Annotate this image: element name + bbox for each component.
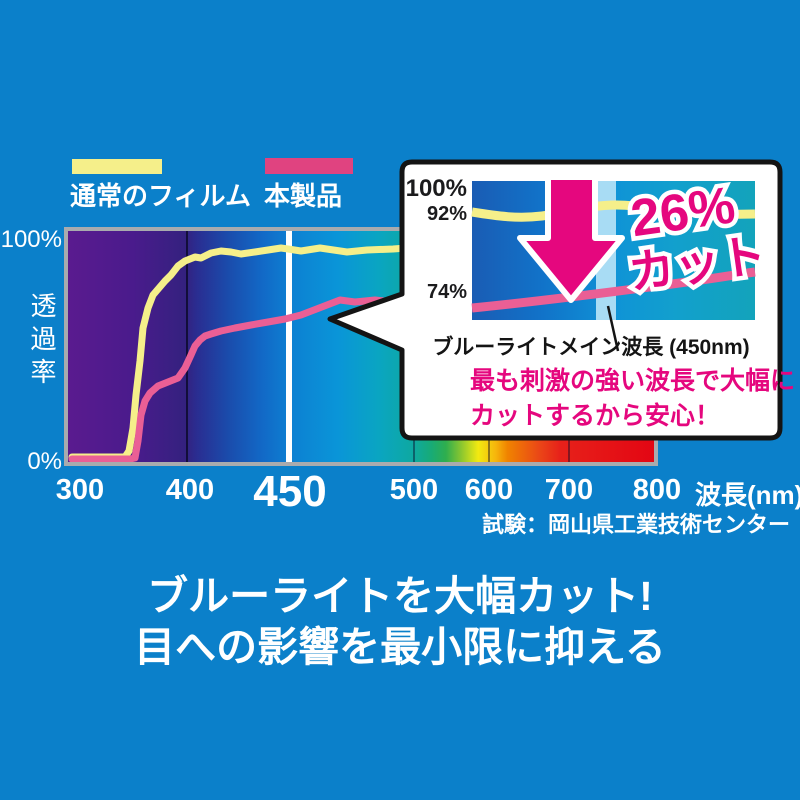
- x-tick-400: 400: [165, 474, 215, 506]
- callout-label-92: 92%: [426, 203, 467, 225]
- x-tick-300: 300: [55, 474, 105, 506]
- x-tick-600: 600: [464, 474, 514, 506]
- source-note: 試験：岡山県工業技術センター: [481, 512, 790, 537]
- product-line: [68, 276, 654, 462]
- legend-swatch-product: [265, 158, 353, 174]
- callout-note-line2: カットするから安心！: [470, 402, 721, 430]
- headline-line2: 目への影響を最小限に抑える: [134, 624, 666, 670]
- cut-down-arrow-icon: [517, 174, 625, 303]
- inset-band-pointer-line: [606, 305, 620, 352]
- gridline-400nm: [186, 231, 188, 462]
- legend-label-normal-film: 通常のフィルム: [70, 181, 251, 211]
- x-tick-450: 450: [253, 467, 327, 516]
- x-tick-500: 500: [389, 474, 439, 506]
- x-tick-700: 700: [544, 474, 594, 506]
- y-axis-title: 透過率: [27, 292, 57, 391]
- callout-inset-chart: 26% カット: [471, 172, 774, 352]
- x-axis-unit-label: 波長(nm): [695, 480, 800, 510]
- x-tick-800: 800: [632, 474, 682, 506]
- inset-product-line: [471, 267, 756, 313]
- y-axis-max-label: 100%: [0, 226, 62, 253]
- callout-label-74: 74%: [426, 281, 467, 303]
- callout-note-line1: 最も刺激の強い波長で大幅に: [470, 367, 796, 395]
- headline-line1: ブルーライトを大幅カット!: [147, 573, 653, 619]
- callout-label-100: 100%: [405, 175, 467, 202]
- legend-label-product: 本製品: [264, 181, 343, 211]
- legend-swatch-normal-film: [72, 159, 162, 174]
- y-axis-min-label: 0%: [27, 448, 62, 475]
- callout-caption: ブルーライトメイン波長 (450nm): [432, 336, 750, 359]
- marker-line-450nm: [286, 231, 292, 462]
